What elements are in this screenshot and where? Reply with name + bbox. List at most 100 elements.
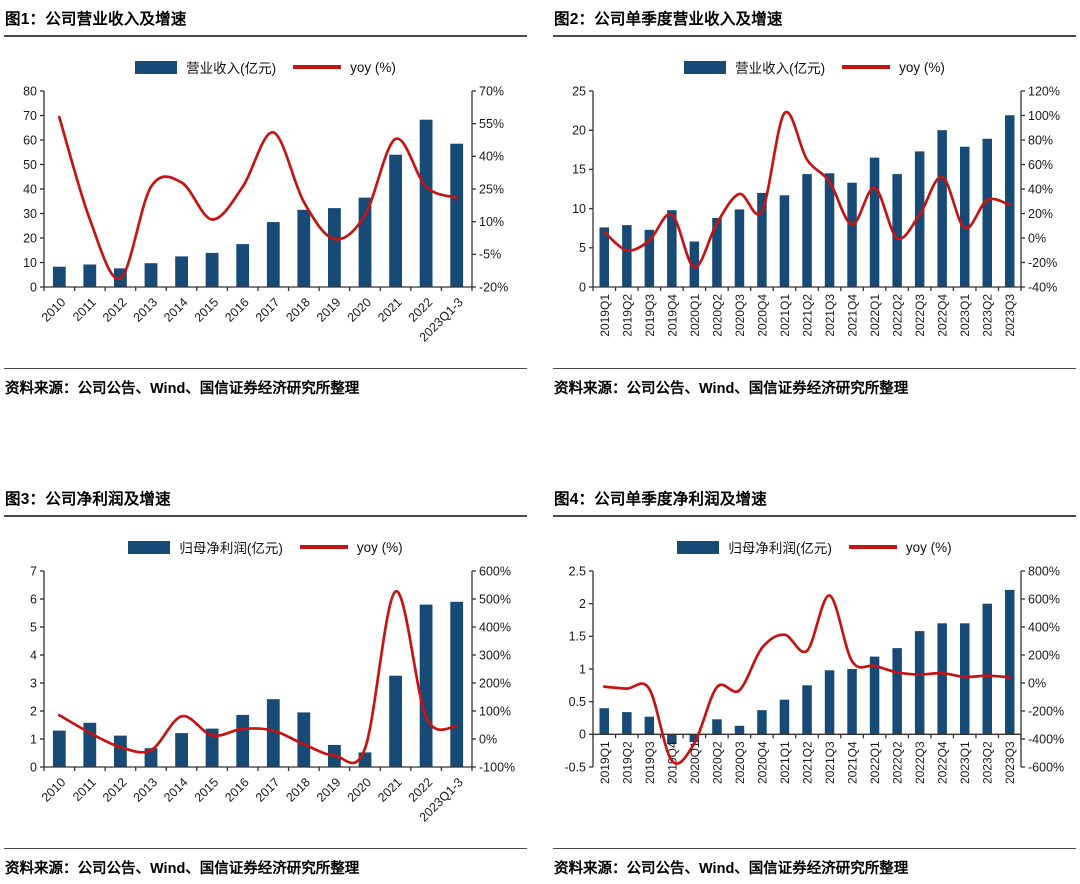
svg-text:-200%: -200% [1028,704,1064,718]
figure-title: 图1：公司营业收入及增速 [5,11,187,28]
svg-text:-20%: -20% [479,280,508,294]
chart-legend: 营业收入(亿元) yoy (%) [4,57,527,77]
svg-text:20%: 20% [1028,207,1053,221]
svg-text:2: 2 [579,597,586,611]
svg-text:2022Q3: 2022Q3 [913,294,927,337]
divider [4,515,527,517]
svg-text:2020Q4: 2020Q4 [755,294,769,337]
svg-text:2023Q3: 2023Q3 [1003,741,1017,784]
svg-text:2020Q2: 2020Q2 [710,294,724,337]
figure-panel-1: 图1：公司营业收入及增速 营业收入(亿元) yoy (%) 0 10 20 30 40 5… [4,6,527,398]
svg-text:600%: 600% [479,565,511,578]
figure-title: 图4：公司单季度净利润及增速 [554,491,767,508]
legend-line-label: yoy (%) [905,539,952,555]
svg-text:2011: 2011 [70,295,99,324]
svg-text:2021: 2021 [375,775,405,805]
svg-text:2016: 2016 [222,295,252,325]
svg-text:2020: 2020 [345,295,375,325]
svg-text:25%: 25% [479,182,504,196]
divider [4,848,527,849]
svg-text:2022Q1: 2022Q1 [868,294,882,337]
svg-text:10: 10 [572,202,586,216]
svg-text:2022Q2: 2022Q2 [891,741,905,784]
legend-bar-label: 营业收入(亿元) [735,61,826,76]
svg-text:2021Q3: 2021Q3 [823,294,837,337]
svg-text:2021Q2: 2021Q2 [801,294,815,337]
svg-text:2014: 2014 [161,295,191,325]
svg-text:1: 1 [30,732,37,746]
quarterly-revenue-chart: 0 5 10 15 20 25 -40% -20% 0% 20% 40% 60% 80% 100% 120%… [553,85,1076,357]
svg-text:0%: 0% [479,732,497,746]
svg-text:-100%: -100% [479,760,515,774]
divider [553,848,1076,849]
svg-text:2013: 2013 [131,775,161,805]
chart-legend: 归母净利润(亿元) yoy (%) [553,537,1076,557]
svg-text:70%: 70% [479,85,504,98]
svg-text:2022Q4: 2022Q4 [936,741,950,784]
quarterly-net-profit-chart: -0.5 0 0.5 1 1.5 2 2.5 -600% -400% -200% 0% 200% 400… [553,565,1076,837]
svg-text:-40%: -40% [1028,280,1057,294]
svg-text:2022Q1: 2022Q1 [868,741,882,784]
svg-text:2020: 2020 [345,775,375,805]
svg-text:0.5: 0.5 [569,695,586,709]
annual-net-profit-chart: 0 1 2 3 4 5 6 7 -100% 0% 100% 200% 300% 400% 500% 600% 2… [4,565,527,837]
svg-text:40%: 40% [479,150,504,164]
svg-text:2013: 2013 [131,295,161,325]
svg-text:2023Q1: 2023Q1 [958,741,972,784]
svg-text:2020Q2: 2020Q2 [710,741,724,784]
svg-text:2023Q3: 2023Q3 [1003,294,1017,337]
svg-text:50: 50 [23,158,37,172]
legend-bar-swatch [128,540,171,554]
svg-text:60: 60 [23,133,37,147]
divider [553,368,1076,369]
svg-text:2020Q3: 2020Q3 [733,294,747,337]
svg-text:1: 1 [579,662,586,676]
svg-text:800%: 800% [1028,565,1060,578]
svg-text:6: 6 [30,592,37,606]
legend-bar-swatch [135,60,178,74]
legend-line-label: yoy (%) [356,539,403,555]
svg-text:2.5: 2.5 [569,565,586,578]
figure-panel-4: 图4：公司单季度净利润及增速 归母净利润(亿元) yoy (%) -0.5 0 0.… [553,486,1076,878]
svg-text:4: 4 [30,648,37,662]
svg-text:2011: 2011 [70,775,99,804]
svg-text:2019Q2: 2019Q2 [620,294,634,337]
svg-text:3: 3 [30,676,37,690]
figure-title: 图3：公司净利润及增速 [5,491,171,508]
svg-text:2019: 2019 [314,295,344,325]
svg-text:-600%: -600% [1028,760,1064,774]
divider [553,515,1076,517]
svg-text:2014: 2014 [161,775,191,805]
svg-text:100%: 100% [479,704,511,718]
svg-text:-5%: -5% [479,248,501,262]
svg-text:2022Q2: 2022Q2 [891,294,905,337]
legend-bar-label: 归母净利润(亿元) [179,541,283,556]
chart-legend: 归母净利润(亿元) yoy (%) [4,537,527,557]
figure-panel-3: 图3：公司净利润及增速 归母净利润(亿元) yoy (%) 0 1 2 3 4 5 6 7 -1… [4,486,527,878]
svg-text:200%: 200% [1028,648,1060,662]
svg-text:2019: 2019 [314,775,344,805]
svg-text:5: 5 [30,620,37,634]
chart-legend: 营业收入(亿元) yoy (%) [553,57,1076,77]
svg-text:2021Q4: 2021Q4 [846,294,860,337]
legend-line-swatch [848,545,897,549]
svg-text:2019Q4: 2019Q4 [665,294,679,337]
divider [4,35,527,37]
svg-text:-400%: -400% [1028,732,1064,746]
svg-text:2010: 2010 [39,295,69,325]
svg-text:2020Q1: 2020Q1 [688,294,702,337]
legend-bar-swatch [684,60,727,74]
svg-text:5: 5 [579,241,586,255]
svg-text:30: 30 [23,207,37,221]
svg-text:20: 20 [23,231,37,245]
divider [4,368,527,369]
svg-text:-0.5: -0.5 [564,760,586,774]
svg-text:2018: 2018 [283,775,313,805]
figure-panel-2: 图2：公司单季度营业收入及增速 营业收入(亿元) yoy (%) 0 5 10 15 2… [553,6,1076,398]
svg-text:2019Q1: 2019Q1 [598,294,612,337]
legend-bar-label: 归母净利润(亿元) [728,541,832,556]
legend-line-swatch [293,65,342,69]
svg-text:2023Q1: 2023Q1 [958,294,972,337]
svg-text:100%: 100% [1028,109,1060,123]
